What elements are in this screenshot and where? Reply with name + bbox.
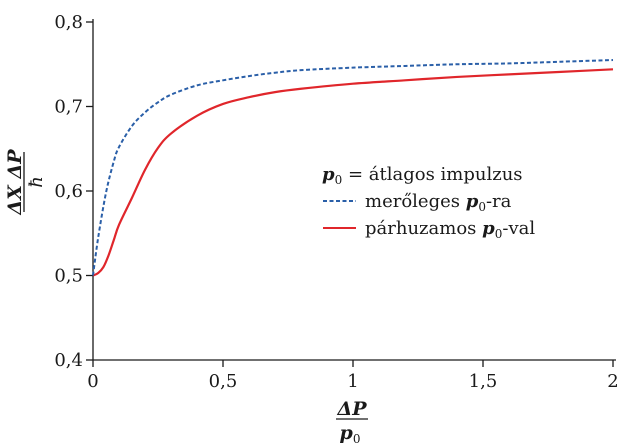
x-tick-label: 2 (607, 371, 618, 392)
legend: p0 = átlagos impulzus merőleges p0-ra pá… (322, 164, 535, 241)
series-line-merőleges (92, 59, 614, 276)
legend-label-merőleges: merőleges p0-ra (365, 191, 512, 214)
series-line-párhuzamos (92, 68, 614, 277)
x-axis-label-denominator: p0 (340, 422, 361, 444)
x-axis-label-numerator: ΔP (336, 398, 367, 420)
series-layer (92, 59, 614, 277)
y-ticks: 0,4 0,5 0,6 0,7 0,8 (54, 12, 93, 371)
x-tick-label: 1,5 (469, 371, 498, 392)
y-axis-label-numerator: ΔX ΔP (4, 149, 26, 216)
legend-label-párhuzamos: párhuzamos p0-val (365, 218, 535, 241)
x-axis-label: ΔP p0 (336, 398, 368, 444)
x-ticks: 0 0,5 1 1,5 2 (87, 360, 619, 392)
x-tick-label: 1 (347, 371, 358, 392)
y-axis-label: ΔX ΔP ħ (4, 149, 47, 216)
y-tick-label: 0,8 (54, 12, 83, 33)
y-tick-label: 0,5 (54, 266, 83, 287)
y-tick-label: 0,7 (54, 97, 83, 118)
legend-title: p0 = átlagos impulzus (322, 164, 523, 187)
y-axis-label-denominator: ħ (26, 176, 47, 188)
x-tick-label: 0 (87, 371, 98, 392)
y-tick-label: 0,4 (54, 350, 83, 371)
x-tick-label: 0,5 (209, 371, 238, 392)
y-tick-label: 0,6 (54, 181, 83, 202)
